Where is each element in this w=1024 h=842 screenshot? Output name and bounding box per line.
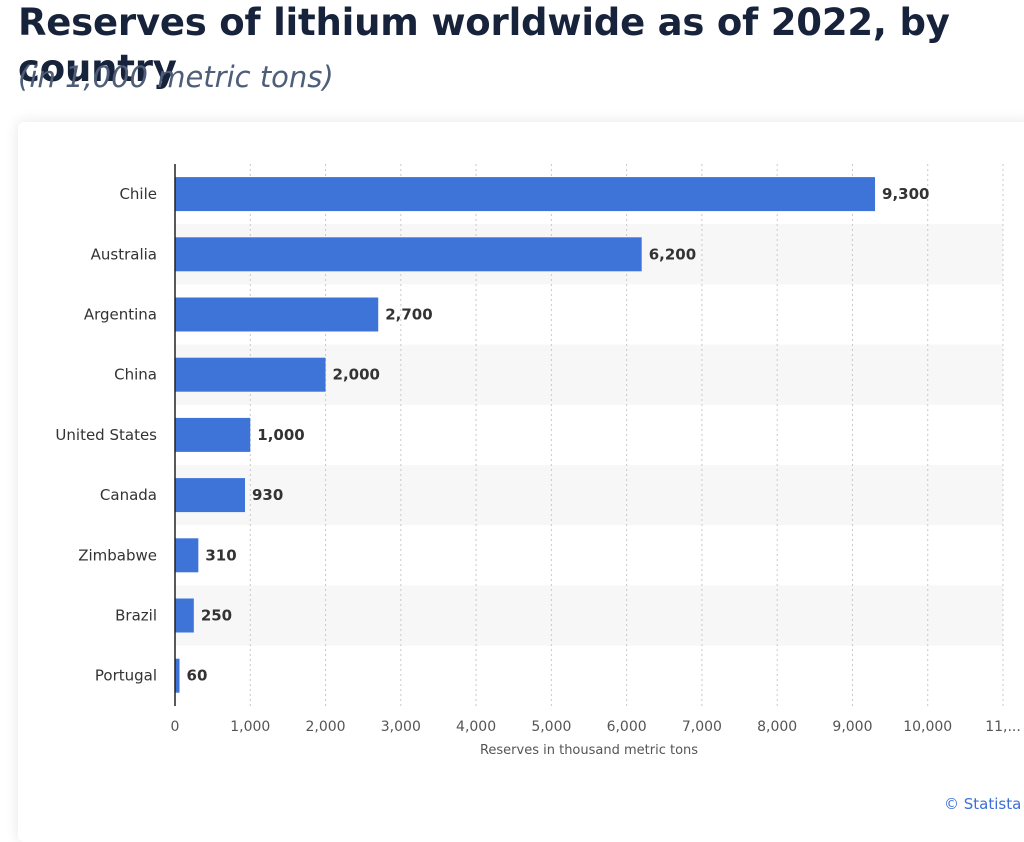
category-label: Chile: [119, 185, 157, 203]
category-label: Australia: [91, 245, 157, 263]
bar[interactable]: [175, 598, 194, 633]
x-tick-label: 2,000: [305, 719, 345, 735]
value-label: 1,000: [257, 426, 304, 444]
category-label: Argentina: [84, 306, 157, 324]
category-label: Brazil: [115, 607, 157, 625]
statista-credit-link[interactable]: © Statista: [944, 795, 1022, 813]
value-label: 930: [252, 486, 283, 504]
x-tick-label: 3,000: [381, 719, 421, 735]
bar[interactable]: [175, 297, 379, 332]
value-label: 60: [187, 667, 208, 685]
value-label: 2,700: [385, 306, 432, 324]
x-tick-label: 6,000: [607, 719, 647, 735]
bar-chart: Chile Australia Argentina China United State…: [55, 164, 1021, 758]
row-band: [175, 465, 1003, 526]
category-label: China: [114, 366, 157, 384]
category-label: United States: [55, 426, 157, 444]
category-label: Canada: [100, 486, 157, 504]
x-tick-label: 11,...: [985, 719, 1021, 735]
category-labels: Chile Australia Argentina China United State…: [55, 185, 157, 685]
chart-subtitle: (in 1,000 metric tons): [18, 60, 334, 94]
bars: [175, 177, 876, 693]
bar[interactable]: [175, 177, 876, 212]
x-tick-label: 10,000: [903, 719, 952, 735]
chart-title: Reserves of lithium worldwide as of 2022…: [18, 1, 950, 90]
x-tick-label: 4,000: [456, 719, 496, 735]
x-tick-label: 9,000: [832, 719, 872, 735]
value-label: 6,200: [649, 245, 696, 263]
bar[interactable]: [175, 538, 199, 573]
x-tick-labels: 0 1,000 2,000 3,000 4,000 5,000 6,000 7,000 8,00…: [171, 719, 1021, 735]
x-tick-label: 7,000: [682, 719, 722, 735]
x-tick-label: 8,000: [757, 719, 797, 735]
bar[interactable]: [175, 478, 246, 513]
bar[interactable]: [175, 237, 642, 272]
bar[interactable]: [175, 357, 326, 392]
row-band: [175, 585, 1003, 646]
value-label: 250: [201, 607, 232, 625]
x-tick-label: 5,000: [531, 719, 571, 735]
value-label: 310: [205, 546, 236, 564]
category-label: Zimbabwe: [78, 546, 157, 564]
category-label: Portugal: [95, 667, 157, 685]
x-axis-title: Reserves in thousand metric tons: [480, 743, 698, 758]
value-label: 2,000: [333, 366, 380, 384]
value-label: 9,300: [882, 185, 929, 203]
bar[interactable]: [175, 658, 180, 693]
x-tick-label: 0: [171, 719, 180, 735]
x-tick-label: 1,000: [230, 719, 270, 735]
bar[interactable]: [175, 417, 251, 452]
value-labels: 9,300 6,200 2,700 2,000 1,000 930 310 250 60: [187, 185, 930, 685]
